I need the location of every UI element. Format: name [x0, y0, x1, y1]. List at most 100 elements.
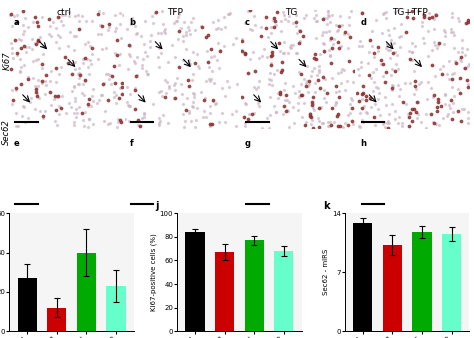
Point: [465, 109, 472, 115]
Point: [264, 116, 271, 121]
Point: [414, 8, 421, 13]
Point: [85, 103, 92, 109]
Point: [312, 35, 319, 41]
Point: [155, 89, 163, 94]
Point: [359, 9, 366, 15]
Point: [71, 98, 79, 103]
Point: [464, 19, 472, 24]
Point: [424, 54, 431, 59]
Point: [292, 179, 300, 185]
Point: [369, 88, 377, 94]
Point: [276, 92, 284, 97]
Point: [99, 144, 107, 150]
Point: [267, 63, 275, 68]
Point: [301, 15, 308, 21]
Point: [70, 84, 77, 90]
Point: [445, 76, 453, 82]
Point: [29, 59, 37, 64]
Point: [78, 13, 86, 18]
Point: [409, 8, 416, 14]
Point: [307, 121, 315, 126]
Point: [27, 95, 34, 100]
Point: [452, 60, 460, 66]
Point: [223, 79, 231, 84]
Point: [19, 104, 27, 109]
Point: [304, 83, 311, 88]
Point: [76, 75, 83, 81]
Point: [246, 7, 254, 13]
Point: [80, 81, 87, 87]
Point: [441, 91, 449, 96]
Point: [54, 95, 61, 100]
Point: [335, 39, 342, 45]
Point: [295, 41, 302, 46]
Point: [85, 65, 92, 70]
Point: [378, 31, 386, 36]
Point: [267, 24, 275, 29]
Point: [422, 111, 430, 117]
Point: [385, 32, 393, 38]
Point: [81, 55, 88, 61]
Point: [337, 124, 344, 129]
Text: Ki67: Ki67: [2, 51, 11, 70]
Point: [339, 125, 347, 130]
Point: [19, 8, 27, 14]
Point: [303, 63, 311, 68]
Point: [262, 26, 270, 31]
Point: [462, 150, 470, 156]
Bar: [215, 252, 234, 331]
Point: [328, 105, 336, 111]
Point: [116, 117, 124, 123]
Point: [34, 38, 42, 44]
Point: [38, 81, 46, 86]
Point: [94, 56, 101, 62]
Point: [39, 115, 47, 120]
Point: [255, 100, 262, 106]
Point: [328, 75, 335, 80]
Point: [346, 110, 354, 116]
Point: [457, 58, 465, 63]
Point: [312, 18, 320, 24]
Point: [106, 22, 113, 27]
Point: [376, 112, 384, 118]
Point: [144, 72, 151, 77]
Point: [214, 18, 221, 23]
Point: [260, 47, 267, 52]
Point: [344, 45, 352, 50]
Point: [75, 26, 83, 32]
Point: [209, 98, 216, 103]
Point: [39, 113, 47, 119]
Point: [113, 100, 120, 105]
Point: [210, 53, 218, 58]
Point: [154, 31, 162, 36]
Point: [372, 67, 380, 72]
Point: [204, 32, 212, 38]
Point: [101, 144, 109, 150]
Point: [390, 25, 398, 30]
Point: [382, 15, 390, 20]
Point: [306, 81, 313, 87]
Point: [388, 101, 396, 107]
Point: [224, 11, 232, 17]
Point: [41, 108, 49, 114]
Point: [8, 101, 15, 106]
Point: [350, 68, 357, 73]
Text: g: g: [245, 139, 251, 148]
Point: [434, 42, 442, 47]
Point: [333, 113, 341, 119]
Point: [356, 39, 363, 44]
Point: [310, 66, 318, 71]
Point: [307, 111, 314, 116]
Text: Sec62: Sec62: [2, 119, 11, 145]
Point: [110, 89, 118, 95]
Point: [406, 81, 413, 86]
Point: [428, 112, 435, 117]
Point: [207, 164, 214, 170]
Point: [398, 157, 406, 163]
Point: [319, 75, 327, 80]
Point: [279, 10, 287, 15]
Point: [42, 91, 49, 96]
Point: [324, 123, 331, 129]
Point: [74, 81, 82, 86]
Point: [311, 7, 319, 13]
